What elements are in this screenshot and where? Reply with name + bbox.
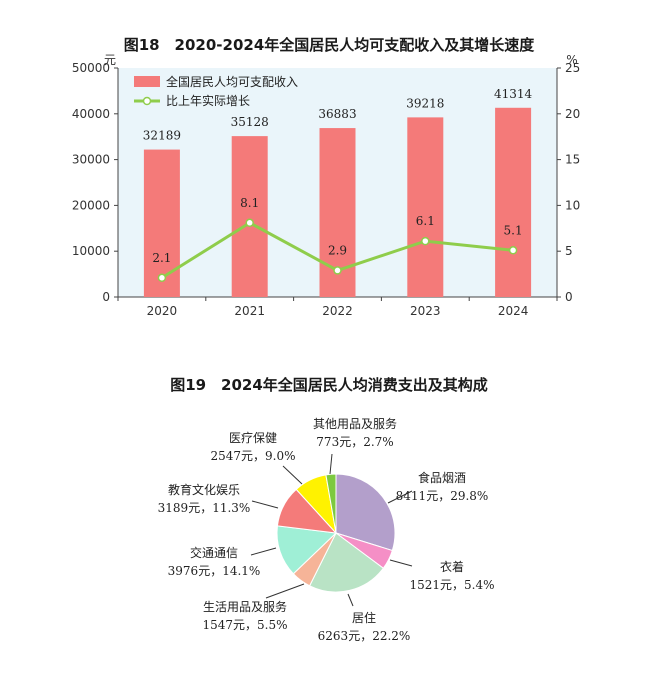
pie-leader-line: [282, 465, 303, 485]
bar-value-label: 35128: [231, 115, 269, 129]
pie-slice-name: 教育文化娱乐: [168, 482, 240, 497]
legend-bar-swatch: [134, 76, 160, 87]
growth-point-2022: [333, 266, 342, 275]
growth-value-label: 2.1: [152, 251, 171, 265]
pie-leader-line: [265, 583, 305, 599]
pie-slice-value: 1521元，5.4%: [409, 578, 494, 592]
pie-slice-3: [308, 532, 385, 593]
legend-line-label: 比上年实际增长: [166, 93, 250, 108]
legend-bar-label: 全国居民人均可支配收入: [166, 74, 298, 89]
right-tick-label: 20: [565, 107, 580, 121]
bar-2024: [495, 107, 532, 297]
pie-slice-name: 食品烟酒: [418, 470, 466, 485]
left-tick-label: 0: [102, 290, 110, 304]
pie-slice-value: 6263元，22.2%: [318, 629, 411, 643]
pie-slice-name: 居住: [352, 611, 376, 625]
growth-value-label: 5.1: [504, 223, 523, 237]
left-axis-unit: 元: [104, 53, 116, 67]
x-tick-label: 2022: [322, 304, 353, 318]
pie-slice-value: 3189元，11.3%: [158, 501, 251, 515]
right-tick-label: 0: [565, 290, 573, 304]
bar-2021: [231, 136, 268, 297]
pie-slice-name: 交通通信: [190, 545, 238, 560]
right-tick-label: 5: [565, 244, 573, 258]
pie-slice-1: [335, 473, 396, 552]
pie-leader-line: [387, 490, 413, 504]
pie-leader-line: [250, 547, 277, 556]
bar-value-label: 32189: [143, 129, 181, 143]
pie-slice-name: 衣着: [440, 559, 464, 574]
pie-leader-line: [389, 559, 413, 567]
pie-slice-value: 8411元，29.8%: [396, 489, 489, 503]
growth-point-2021: [245, 218, 254, 228]
bar-value-label: 39218: [406, 96, 444, 110]
pie-slice-name: 其他用品及服务: [313, 416, 397, 431]
bar-value-label: 41314: [494, 87, 533, 101]
pie-slice-value: 2547元，9.0%: [210, 449, 295, 463]
pie-slice-name: 医疗保健: [229, 431, 277, 445]
left-tick-label: 30000: [72, 153, 110, 167]
pie-slice-8: [325, 473, 337, 534]
left-tick-label: 10000: [72, 244, 110, 258]
growth-point-2023: [421, 236, 430, 246]
chart-2-title: 图19 2024年全国居民人均消费支出及其构成: [170, 376, 488, 394]
right-tick-label: 25: [565, 61, 580, 75]
x-tick-label: 2020: [147, 304, 178, 318]
growth-point-2020: [157, 273, 167, 283]
pie-slice-name: 生活用品及服务: [203, 599, 287, 614]
growth-point-2024: [508, 246, 518, 255]
chart-2-pie: 食品烟酒 8411元，29.8% 衣着 1521元，5.4% 居住 6263元，22.2%…: [158, 416, 495, 643]
growth-value-label: 8.1: [240, 196, 259, 210]
right-tick-label: 10: [565, 198, 580, 212]
x-tick-label: 2023: [410, 304, 441, 318]
right-axis-unit: %: [566, 53, 577, 67]
growth-value-label: 2.9: [328, 243, 347, 257]
bar-2020: [143, 149, 180, 297]
pie-leader-line: [329, 453, 333, 475]
chart-1-title: 图18 2020-2024年全国居民人均可支配收入及其增长速度: [124, 36, 536, 54]
pie-slice-5: [276, 525, 338, 575]
pie-slice-value: 3976元，14.1%: [168, 564, 261, 578]
pie-leader-line: [251, 500, 279, 509]
bar-value-label: 36883: [318, 107, 356, 121]
left-tick-label: 20000: [72, 198, 110, 212]
legend-line-marker: [142, 96, 152, 106]
left-tick-label: 40000: [72, 107, 110, 121]
pie-leader-line: [347, 593, 354, 607]
pie-slice-value: 1547元，5.5%: [202, 618, 287, 632]
bar-2023: [407, 117, 444, 297]
x-tick-label: 2021: [234, 304, 265, 318]
pie-slice-value: 773元，2.7%: [316, 435, 393, 449]
x-tick-label: 2024: [498, 304, 529, 318]
left-tick-label: 50000: [72, 61, 110, 75]
right-tick-label: 15: [565, 153, 580, 167]
growth-value-label: 6.1: [416, 214, 435, 228]
chart-1-plot: 0 10000 20000 30000 40000 50000 0 5 10 15 20 25 2020…: [72, 61, 580, 318]
